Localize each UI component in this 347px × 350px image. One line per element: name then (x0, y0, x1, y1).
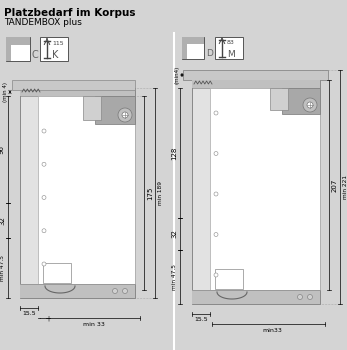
Circle shape (42, 229, 46, 233)
Bar (6, 37, 30, 61)
Circle shape (214, 232, 218, 237)
Bar (192, 80, 320, 304)
Bar (192, 80, 320, 88)
Text: 115: 115 (52, 41, 64, 46)
Text: (min4): (min4) (175, 66, 180, 84)
Bar (38, 96, 135, 284)
Bar (40, 37, 68, 61)
Bar (20, 88, 135, 298)
Bar (6, 37, 30, 45)
Circle shape (214, 152, 218, 155)
Circle shape (42, 196, 46, 199)
Bar (192, 290, 320, 304)
Text: 175: 175 (147, 187, 153, 200)
Bar (20, 284, 135, 298)
Bar (182, 37, 187, 59)
Bar (182, 37, 204, 59)
Circle shape (303, 98, 317, 112)
Text: 32: 32 (0, 216, 5, 225)
Bar (95, 96, 135, 124)
Text: min 47.5: min 47.5 (172, 264, 177, 290)
Bar (215, 269, 243, 289)
Text: Platzbedarf im Korpus: Platzbedarf im Korpus (4, 8, 135, 18)
Text: (min 4): (min 4) (3, 82, 8, 102)
Text: 83: 83 (227, 40, 235, 45)
Circle shape (122, 112, 128, 118)
Bar (43, 263, 71, 283)
Text: |: | (47, 315, 49, 321)
Text: 15.5: 15.5 (22, 311, 36, 316)
Bar (12, 80, 135, 90)
Text: min33: min33 (263, 328, 282, 333)
Text: M: M (227, 50, 235, 59)
Circle shape (214, 111, 218, 115)
Text: 15.5: 15.5 (194, 317, 208, 322)
Text: min 189: min 189 (158, 181, 163, 205)
Text: min 33: min 33 (83, 322, 105, 327)
Circle shape (214, 273, 218, 277)
Bar (270, 88, 288, 110)
Circle shape (122, 288, 127, 294)
Text: D: D (206, 49, 213, 58)
Circle shape (42, 129, 46, 133)
Text: 32: 32 (171, 230, 177, 238)
Text: K: K (52, 50, 58, 60)
Circle shape (297, 294, 303, 300)
Text: C: C (32, 50, 39, 60)
Circle shape (118, 108, 132, 122)
Text: min 47.5: min 47.5 (0, 255, 5, 281)
Text: TANDEMBOX plus: TANDEMBOX plus (4, 18, 82, 27)
Text: min 221: min 221 (343, 175, 347, 199)
Bar (215, 37, 243, 59)
Bar (183, 70, 328, 80)
Bar (182, 37, 204, 44)
Bar (282, 88, 320, 114)
Circle shape (42, 262, 46, 266)
Text: 96: 96 (0, 145, 5, 154)
Bar (6, 37, 11, 61)
Circle shape (42, 162, 46, 166)
Circle shape (214, 192, 218, 196)
Circle shape (307, 294, 313, 300)
Bar (83, 96, 101, 120)
Bar (210, 88, 320, 290)
Circle shape (307, 102, 313, 108)
Bar (20, 88, 135, 96)
Text: 207: 207 (332, 178, 338, 191)
Text: 128: 128 (171, 146, 177, 160)
Circle shape (112, 288, 118, 294)
